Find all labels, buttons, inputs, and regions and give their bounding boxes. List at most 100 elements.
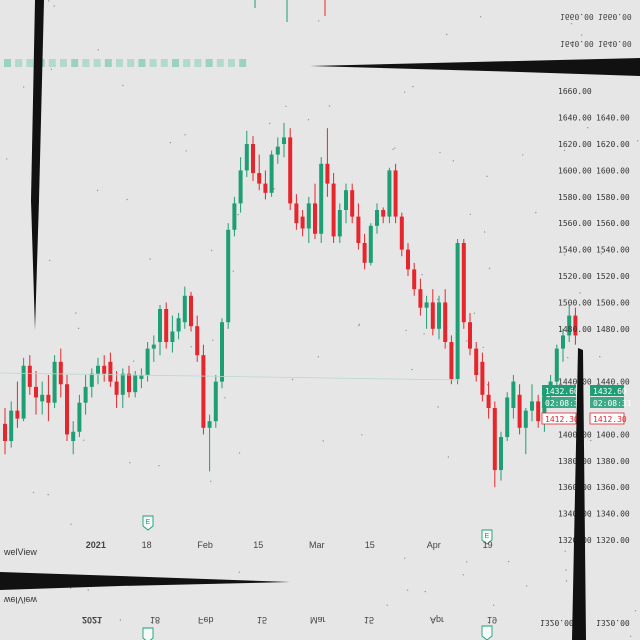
candle[interactable] [406, 243, 410, 276]
candle[interactable] [27, 355, 32, 395]
candle[interactable] [108, 352, 113, 387]
candle[interactable] [58, 348, 63, 398]
candle[interactable] [387, 167, 392, 224]
candle[interactable] [40, 381, 45, 415]
candle[interactable] [486, 381, 491, 419]
candle[interactable] [83, 375, 88, 415]
candle[interactable] [71, 421, 76, 455]
candle[interactable] [282, 122, 286, 158]
candle[interactable] [356, 203, 361, 250]
candle[interactable] [269, 150, 274, 197]
candle[interactable] [176, 312, 181, 340]
candle[interactable] [337, 203, 342, 243]
candle[interactable] [523, 408, 528, 455]
candle[interactable] [319, 157, 324, 243]
candle-body [337, 210, 342, 237]
candle[interactable] [511, 375, 516, 419]
candle[interactable] [554, 344, 559, 393]
candle[interactable] [15, 381, 20, 428]
candle[interactable] [561, 328, 565, 362]
candle[interactable] [480, 352, 485, 402]
candle[interactable] [492, 401, 497, 488]
candle[interactable] [244, 130, 249, 177]
candle[interactable] [530, 384, 534, 422]
candle-body [300, 216, 305, 229]
candle[interactable] [499, 431, 503, 481]
candle[interactable] [300, 210, 305, 237]
earnings-e-icon[interactable]: E [481, 529, 493, 545]
candle[interactable] [158, 305, 162, 356]
candle[interactable] [350, 183, 355, 224]
candle[interactable] [424, 295, 429, 329]
candle[interactable] [207, 414, 212, 472]
candle[interactable] [52, 355, 57, 408]
candle[interactable] [294, 194, 299, 230]
candle[interactable] [77, 394, 82, 438]
candle[interactable] [220, 318, 224, 389]
candle[interactable] [573, 307, 578, 345]
candle[interactable] [263, 170, 268, 200]
candle[interactable] [21, 357, 26, 422]
candle[interactable] [344, 183, 348, 224]
candle[interactable] [151, 335, 156, 362]
candle[interactable] [102, 355, 107, 382]
candle[interactable] [381, 207, 386, 224]
candle[interactable] [412, 262, 417, 296]
candle[interactable] [375, 203, 379, 234]
candle[interactable] [313, 183, 317, 240]
candle[interactable] [257, 154, 262, 191]
candle[interactable] [34, 371, 38, 415]
candle[interactable] [238, 157, 243, 213]
candle[interactable] [226, 223, 231, 329]
candle[interactable] [455, 239, 460, 385]
candle[interactable] [120, 368, 125, 408]
candle[interactable] [213, 375, 218, 428]
speckle-dot [307, 119, 310, 121]
earnings-e-icon[interactable] [142, 627, 154, 640]
candle[interactable] [505, 392, 510, 441]
candle[interactable] [536, 394, 541, 428]
candle[interactable] [393, 163, 398, 224]
candle[interactable] [127, 365, 131, 398]
candle[interactable] [443, 289, 448, 349]
candle[interactable] [399, 212, 404, 257]
candle-body [313, 203, 317, 234]
candle[interactable] [182, 286, 187, 329]
candle[interactable] [9, 401, 14, 448]
candle[interactable] [418, 278, 423, 316]
candle[interactable] [201, 344, 206, 435]
candle[interactable] [437, 295, 441, 340]
candle[interactable] [195, 315, 200, 362]
candle[interactable] [232, 196, 237, 237]
candle[interactable] [306, 196, 311, 243]
candle[interactable] [517, 384, 522, 435]
candle[interactable] [468, 312, 472, 356]
candle[interactable] [449, 335, 454, 385]
candle[interactable] [430, 289, 435, 336]
candle[interactable] [567, 305, 572, 342]
candle[interactable] [170, 315, 175, 353]
candle[interactable] [362, 233, 367, 270]
candle[interactable] [288, 128, 293, 210]
candle[interactable] [275, 137, 280, 164]
candle[interactable] [331, 173, 336, 243]
earnings-e-icon[interactable]: E [142, 515, 154, 531]
earnings-e-icon[interactable] [481, 625, 493, 640]
candle[interactable] [96, 357, 100, 385]
candle[interactable] [89, 368, 94, 398]
candle[interactable] [114, 371, 119, 408]
candle[interactable] [164, 302, 169, 349]
candle[interactable] [474, 342, 479, 382]
candle[interactable] [189, 291, 193, 332]
candle[interactable] [325, 128, 330, 197]
candle[interactable] [368, 223, 373, 266]
candle[interactable] [3, 408, 7, 455]
candle[interactable] [46, 375, 51, 422]
candle[interactable] [139, 368, 144, 389]
candle[interactable] [251, 136, 255, 181]
candle[interactable] [65, 375, 69, 441]
speckle-dot [411, 368, 413, 371]
speckle-dot [158, 465, 160, 467]
candle[interactable] [461, 239, 466, 329]
